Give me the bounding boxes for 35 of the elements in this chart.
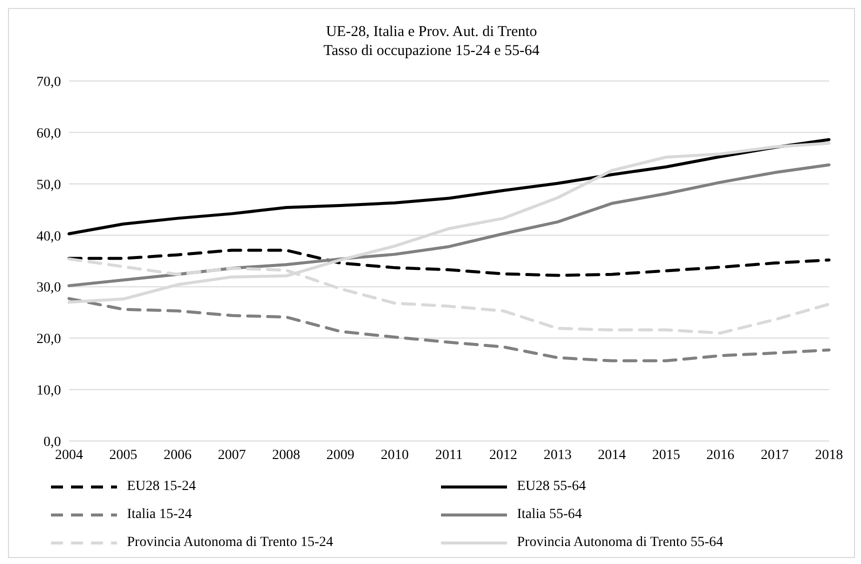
x-tick-label: 2018: [815, 448, 843, 463]
chart-title: UE-28, Italia e Prov. Aut. di Trento: [324, 23, 538, 42]
legend-label: Italia 15-24: [127, 507, 192, 523]
y-tick-label: 70,0: [36, 74, 61, 90]
line-series: [68, 248, 830, 277]
y-tick-label: 60,0: [36, 126, 61, 142]
x-tick-label: 2017: [760, 448, 789, 463]
line-series: [68, 297, 830, 362]
x-tick-label: 2010: [380, 448, 409, 463]
x-tick-label: 2005: [109, 448, 138, 463]
legend-label: Provincia Autonoma di Trento 15-24: [127, 535, 334, 551]
y-tick-label: 10,0: [36, 384, 61, 399]
y-tick-label: 30,0: [36, 280, 61, 296]
line-series: [68, 163, 830, 288]
chart-subtitle: Tasso di occupazione 15-24 e 55-64: [322, 42, 540, 61]
y-tick-label: 40,0: [36, 229, 61, 244]
legend-label: EU28 55-64: [517, 479, 586, 495]
x-tick-label: 2011: [435, 448, 463, 463]
x-tick-label: 2013: [544, 448, 572, 463]
y-tick-label: 50,0: [36, 178, 61, 193]
legend-label: Provincia Autonoma di Trento 55-64: [517, 535, 724, 551]
x-tick-label: 2007: [218, 448, 246, 463]
legend-label: Italia 55-64: [517, 507, 582, 523]
x-tick-label: 2006: [164, 448, 192, 463]
x-tick-label: 2004: [55, 448, 83, 463]
y-tick-label: 20,0: [36, 332, 61, 348]
legend-label: EU28 15-24: [127, 479, 196, 495]
y-tick-label: 0,0: [44, 434, 61, 450]
x-tick-label: 2009: [326, 448, 354, 463]
x-tick-label: 2014: [598, 448, 626, 463]
x-tick-label: 2015: [652, 448, 680, 463]
line-series: [68, 138, 830, 236]
x-tick-label: 2008: [272, 448, 300, 463]
x-tick-label: 2016: [706, 448, 734, 463]
x-tick-label: 2012: [489, 448, 518, 463]
